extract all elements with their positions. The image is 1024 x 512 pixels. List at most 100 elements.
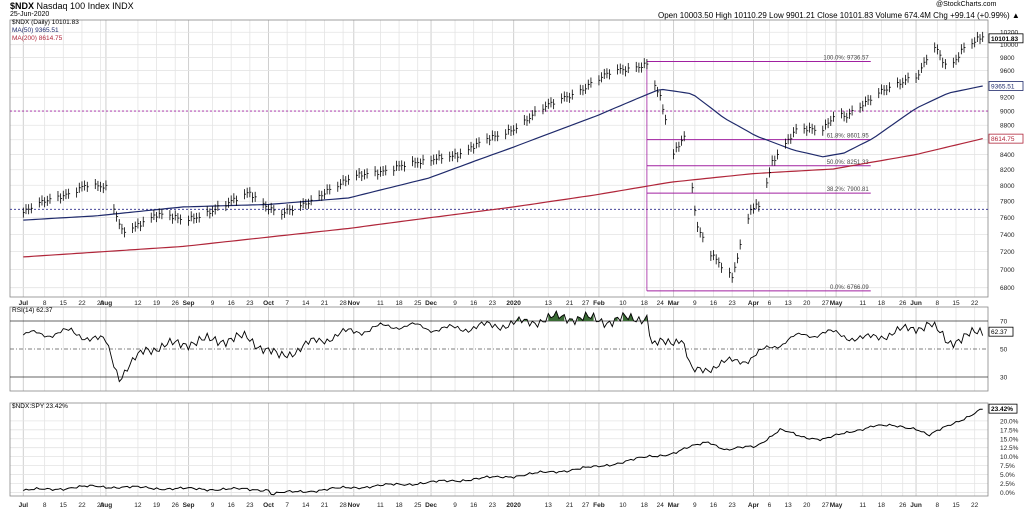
x-tick-label: 9 (453, 502, 457, 509)
x-tick-label: 22 (971, 300, 979, 307)
x-tick-label: 12 (134, 300, 142, 307)
x-tick-label: 16 (710, 300, 718, 307)
x-tick-label: 25 (414, 502, 422, 509)
x-tick-label: 11 (859, 502, 866, 509)
x-tick-label: 9 (693, 300, 697, 307)
x-tick-label: 11 (377, 300, 384, 307)
rsi-last-box (988, 326, 1014, 337)
rsi-y-tick: 30 (1000, 375, 1008, 382)
last-value-box (988, 133, 1024, 144)
price-y-tick: 6800 (1000, 285, 1015, 292)
x-tick-label: 8 (43, 300, 47, 307)
x-tick-label: 18 (878, 300, 886, 307)
fib-label: 50.0%: 8251.33 (827, 160, 870, 166)
ratio-y-tick: 17.5% (1000, 427, 1019, 434)
ratio-y-tick: 15.0% (1000, 436, 1019, 443)
x-tick-label: 21 (321, 300, 329, 307)
x-tick-label: Sep (183, 502, 195, 509)
x-tick-label: 22 (78, 300, 86, 307)
rsi-title: RSI(14) 62.37 (12, 307, 53, 314)
x-tick-label: Dec (425, 300, 437, 307)
last-value-label: 8614.75 (991, 136, 1015, 143)
price-y-tick: 9200 (1000, 95, 1015, 102)
x-tick-label: 16 (228, 502, 236, 509)
ratio-y-tick: 5.0% (1000, 472, 1015, 479)
symbol-label: $NDX (10, 1, 35, 11)
ma200-line (23, 138, 983, 258)
chart-date-label: 25-Jun-2020 (10, 11, 50, 18)
ratio-y-tick: 10.0% (1000, 454, 1019, 461)
price-y-tick: 10200 (1000, 30, 1018, 37)
ratio-y-tick: 7.5% (1000, 463, 1015, 470)
x-tick-label: 27 (582, 502, 590, 509)
x-tick-label: Apr (748, 300, 760, 307)
price-y-tick: 9600 (1000, 68, 1015, 75)
x-tick-label: 20 (803, 502, 811, 509)
last-value-box (988, 33, 1024, 44)
ratio-y-tick: 20.0% (1000, 418, 1019, 425)
x-tick-label: Dec (425, 502, 437, 509)
x-tick-label: 18 (641, 300, 649, 307)
watermark-label: @StockCharts.com (936, 1, 997, 8)
price-y-tick: 7400 (1000, 232, 1015, 239)
ratio-title: $NDX:SPY 23.42% (12, 403, 68, 410)
x-tick-label: 15 (60, 502, 68, 509)
price-y-tick: 8200 (1000, 167, 1015, 174)
rsi-overbought-fill (548, 311, 565, 321)
x-tick-label: 29 (97, 502, 105, 509)
ratio-last-label: 23.42% (991, 406, 1013, 413)
x-tick-label: 22 (78, 502, 86, 509)
x-tick-label: 18 (878, 502, 886, 509)
x-tick-label: Oct (263, 300, 275, 307)
x-tick-label: May (830, 502, 843, 509)
x-tick-label: 26 (172, 502, 180, 509)
x-tick-label: 9 (693, 502, 697, 509)
price-y-tick: 10000 (1000, 42, 1018, 49)
grid-layer (10, 20, 988, 496)
x-tick-label: 2020 (506, 502, 521, 509)
x-tick-label: 19 (153, 300, 161, 307)
x-tick-label: 16 (710, 502, 718, 509)
x-tick-label: Aug (100, 502, 113, 509)
price-y-tick: 7200 (1000, 249, 1015, 256)
x-tick-label: 26 (899, 300, 907, 307)
price-y-tick: 7600 (1000, 215, 1015, 222)
fib-label: 61.8%: 8601.95 (827, 134, 870, 140)
x-tick-label: 11 (377, 502, 384, 509)
price-y-tick: 8000 (1000, 183, 1015, 190)
ratio-y-tick: 0.0% (1000, 490, 1015, 497)
x-tick-label: 15 (952, 502, 960, 509)
x-tick-label: 29 (97, 300, 105, 307)
x-tick-label: Oct (263, 502, 275, 509)
x-tick-label: 13 (785, 300, 793, 307)
x-tick-label: Aug (100, 300, 113, 307)
price-y-tick: 9800 (1000, 55, 1015, 62)
x-tick-label: 24 (657, 300, 665, 307)
rsi-last-label: 62.37 (991, 329, 1008, 336)
x-tick-label: 28 (339, 502, 347, 509)
x-tick-label: 16 (470, 502, 478, 509)
x-tick-label: 13 (545, 502, 553, 509)
rsi-y-tick: 70 (1000, 319, 1008, 326)
x-tick-label: 8 (43, 502, 47, 509)
ratio-y-tick: 2.5% (1000, 481, 1015, 488)
x-tick-label: 8 (936, 300, 940, 307)
rsi-overbought-fill (577, 312, 594, 321)
x-tick-label: 18 (395, 300, 403, 307)
panel-frame-ratio (9, 402, 989, 497)
x-tick-label: 26 (899, 502, 907, 509)
price-y-tick: 8400 (1000, 152, 1015, 159)
x-tick-label: 15 (952, 300, 960, 307)
x-axis: JulJul88151522222929AugAug121219192626Se… (19, 300, 979, 509)
x-tick-label: 21 (321, 502, 329, 509)
x-tick-label: 21 (566, 502, 574, 509)
price-y-tick: 8800 (1000, 123, 1015, 130)
x-tick-label: Jun (910, 300, 922, 307)
fib-label: 0.0%: 6766.09 (830, 285, 869, 291)
x-tick-label: 16 (470, 300, 478, 307)
price-y-tick: 7800 (1000, 199, 1015, 206)
ratio-line (23, 408, 983, 496)
x-tick-label: 8 (936, 502, 940, 509)
x-tick-label: 18 (641, 502, 649, 509)
